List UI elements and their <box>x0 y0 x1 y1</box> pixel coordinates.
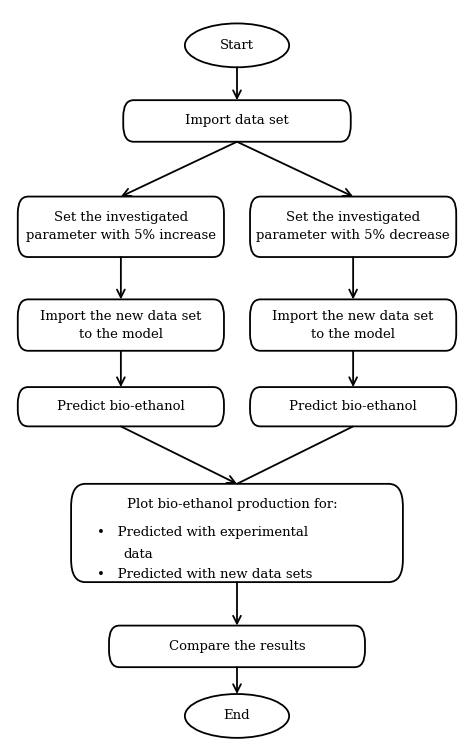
Text: data: data <box>123 547 153 561</box>
Ellipse shape <box>185 23 289 67</box>
Ellipse shape <box>185 694 289 738</box>
Text: Set the investigated
parameter with 5% increase: Set the investigated parameter with 5% i… <box>26 211 216 243</box>
Text: End: End <box>224 709 250 723</box>
Text: Predict bio-ethanol: Predict bio-ethanol <box>289 400 417 414</box>
FancyBboxPatch shape <box>123 100 351 142</box>
FancyBboxPatch shape <box>109 626 365 668</box>
Text: Set the investigated
parameter with 5% decrease: Set the investigated parameter with 5% d… <box>256 211 450 243</box>
FancyBboxPatch shape <box>250 197 456 257</box>
Text: •   Predicted with experimental: • Predicted with experimental <box>97 526 308 540</box>
FancyBboxPatch shape <box>18 387 224 426</box>
Text: Compare the results: Compare the results <box>169 640 305 653</box>
FancyBboxPatch shape <box>71 484 403 582</box>
Text: Import the new data set
to the model: Import the new data set to the model <box>40 309 201 341</box>
FancyBboxPatch shape <box>250 387 456 426</box>
Text: Predict bio-ethanol: Predict bio-ethanol <box>57 400 185 414</box>
Text: •   Predicted with new data sets: • Predicted with new data sets <box>97 568 312 581</box>
FancyBboxPatch shape <box>18 197 224 257</box>
Text: Start: Start <box>220 39 254 52</box>
Text: Import data set: Import data set <box>185 114 289 128</box>
Text: Import the new data set
to the model: Import the new data set to the model <box>273 309 434 341</box>
Text: Plot bio-ethanol production for:: Plot bio-ethanol production for: <box>127 497 337 511</box>
FancyBboxPatch shape <box>18 299 224 351</box>
FancyBboxPatch shape <box>250 299 456 351</box>
